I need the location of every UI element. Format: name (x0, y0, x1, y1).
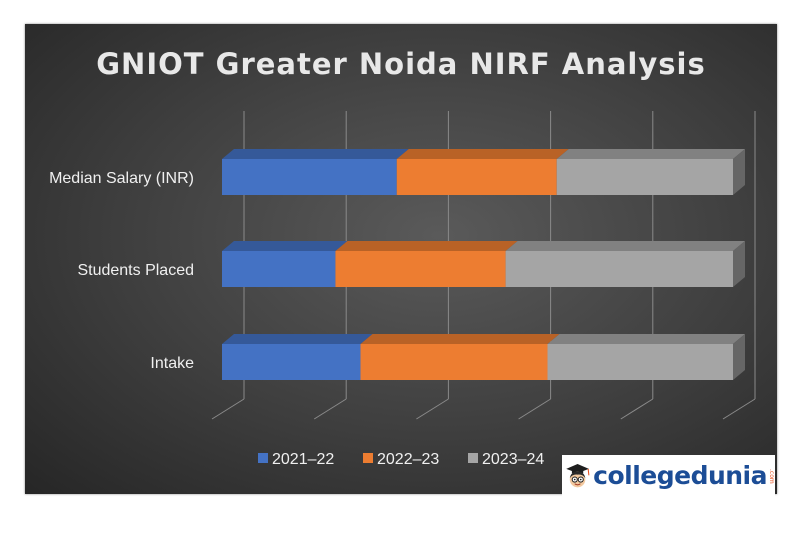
legend-swatch (468, 453, 478, 463)
legend-label: 2022–23 (377, 451, 439, 468)
bar-segment (505, 241, 745, 287)
legend-entry: 2021–22 (258, 451, 334, 468)
bar-segment (547, 334, 745, 380)
collegedunia-logo: collegedunia .com (562, 455, 775, 497)
logo-wordmark: collegedunia (593, 461, 767, 490)
legend-entry: 2022–23 (363, 451, 439, 468)
chart-title: GNIOT Greater Noida NIRF Analysis (96, 47, 706, 81)
legend-swatch (258, 453, 268, 463)
gridline-floor (211, 398, 245, 420)
bar-side (733, 241, 745, 287)
bar-segment (222, 149, 409, 195)
category-label: Intake (150, 355, 194, 372)
chart-panel: GNIOT Greater Noida NIRF Analysis Median… (25, 24, 777, 494)
chart-svg: GNIOT Greater Noida NIRF Analysis Median… (49, 47, 756, 468)
bar-segment (335, 241, 518, 287)
legend-label: 2021–22 (272, 451, 334, 468)
bar-side (733, 149, 745, 195)
legend-swatch (363, 453, 373, 463)
bar-side (733, 334, 745, 380)
gridline-floor (416, 398, 449, 420)
legend-entry: 2023–24 (468, 451, 544, 468)
logo-domain-suffix: .com (768, 468, 775, 484)
bar-segment (556, 149, 745, 195)
bar-segment (396, 149, 569, 195)
gridline-floor (722, 398, 756, 420)
gridline-floor (313, 398, 347, 420)
category-labels: Median Salary (INR) Students Placed Intake (49, 170, 194, 372)
bar-segment (222, 334, 373, 380)
student-mascot-icon (566, 463, 590, 488)
category-label: Students Placed (77, 262, 194, 279)
bar-segment (360, 334, 560, 380)
bars (222, 149, 745, 380)
gridline-floor (518, 398, 551, 420)
category-label: Median Salary (INR) (49, 170, 194, 187)
legend-label: 2023–24 (482, 451, 544, 468)
bar-segment (222, 241, 348, 287)
gridline-floor (620, 398, 654, 420)
legend: 2021–22 2022–23 2023–24 (258, 451, 544, 468)
